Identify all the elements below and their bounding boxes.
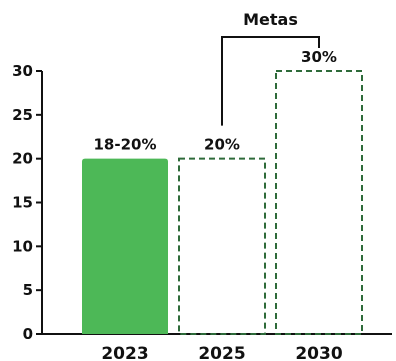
data-label-2030: 30%	[301, 48, 337, 66]
y-axis-ticks: 0 5 10 15 20 25 30	[12, 62, 42, 343]
data-label-2023: 18-20%	[93, 136, 156, 154]
category-label-2023: 2023	[101, 344, 148, 361]
y-tick-label: 10	[12, 237, 33, 255]
data-labels: 18-20% 20% 30%	[93, 48, 336, 154]
bars	[82, 70, 363, 335]
bar-2030	[275, 70, 363, 335]
category-label-2030: 2030	[295, 344, 342, 361]
y-tick-label: 25	[12, 106, 33, 124]
data-label-2025: 20%	[204, 136, 240, 154]
category-label-2025: 2025	[198, 344, 245, 361]
bracket-label: Metas	[243, 10, 298, 29]
bracket-line	[221, 36, 320, 126]
y-tick-label: 15	[12, 194, 33, 212]
y-tick-label: 5	[23, 281, 33, 299]
goals-bracket: Metas	[221, 10, 320, 126]
y-tick-label: 0	[23, 325, 33, 343]
bar-2023	[82, 158, 168, 334]
y-tick-label: 30	[12, 62, 33, 80]
bar-2025	[178, 157, 266, 335]
x-axis-labels: 2023 2025 2030	[101, 344, 342, 361]
y-tick-label: 20	[12, 150, 33, 168]
